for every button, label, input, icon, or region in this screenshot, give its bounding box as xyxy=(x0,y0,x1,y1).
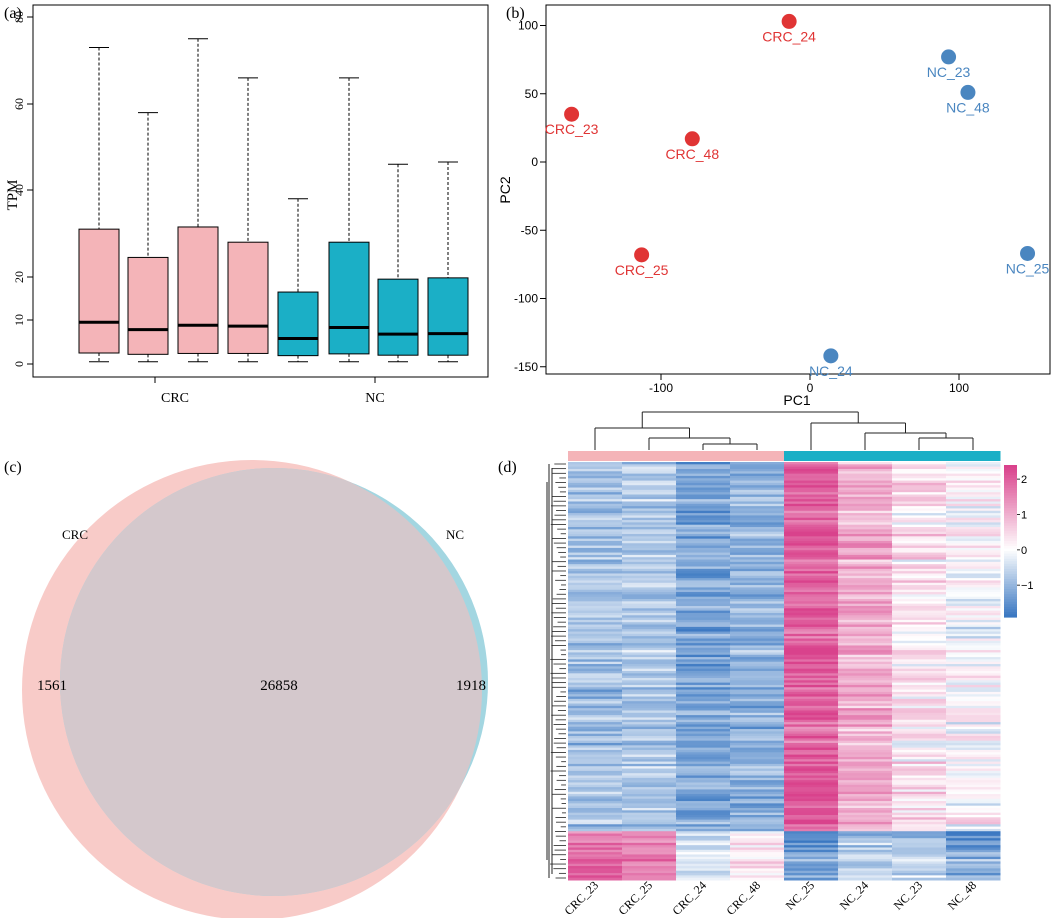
group-annotation-cell xyxy=(892,451,947,461)
pca-frame xyxy=(546,5,1050,374)
colorbar-tick-label: 2 xyxy=(1021,474,1027,486)
pca-point-label: NC_48 xyxy=(946,99,990,115)
column-dendrogram xyxy=(595,412,973,450)
panel-d-label: (d) xyxy=(498,459,517,476)
boxplot-y-tick-label: 40 xyxy=(12,184,26,196)
box-iqr xyxy=(428,278,468,355)
pca-point-label: CRC_48 xyxy=(665,146,719,162)
pca-points: CRC_24 CRC_23 CRC_48 CRC_25 NC_23 NC_48 NC_25 N… xyxy=(545,14,1050,379)
pca-point-label: NC_24 xyxy=(809,363,853,379)
venn-set-label-nc: NC xyxy=(446,527,464,542)
group-annotation-cell xyxy=(676,451,731,461)
group-label-nc: NC xyxy=(365,391,384,406)
box-iqr xyxy=(128,257,168,354)
pca-point xyxy=(960,85,975,100)
box-iqr xyxy=(178,227,218,353)
pca-point xyxy=(941,49,956,64)
pca-point xyxy=(564,107,579,122)
pca-x-tick-label: -100 xyxy=(649,381,673,395)
venn-set-label-crc: CRC xyxy=(62,527,88,542)
group-annotation-cell xyxy=(730,451,785,461)
heatmap-colorbar: 2 1 0 −1 xyxy=(1004,465,1034,618)
heatmap-cell xyxy=(784,878,839,881)
pca-axes: 100 50 0 -50 -100 -150 -100 0 100 xyxy=(514,19,969,396)
boxplot-panel: (a) TPM 01020406080 CRC NC xyxy=(4,5,488,406)
pca-y-tick-label: 0 xyxy=(531,155,538,169)
boxplot-x-axis: CRC NC xyxy=(155,377,385,406)
colorbar-tick-label: 0 xyxy=(1021,545,1027,557)
group-annotation-cell xyxy=(946,451,1001,461)
heatmap-cell xyxy=(622,878,677,881)
pca-point xyxy=(823,348,838,363)
box-iqr xyxy=(228,242,268,353)
pca-y-tick-label: 100 xyxy=(518,19,538,33)
boxplot-y-tick-label: 80 xyxy=(12,11,26,23)
boxplot-y-tick-label: 10 xyxy=(12,314,26,326)
heatmap-column-label: CRC_23 xyxy=(562,878,602,918)
pca-y-tick-label: -100 xyxy=(514,292,538,306)
pca-point xyxy=(685,131,700,146)
group-annotation-cell xyxy=(622,451,677,461)
group-annotation-cell xyxy=(568,451,623,461)
pca-point xyxy=(634,247,649,262)
boxplot-boxes xyxy=(79,39,468,362)
column-group-annotation xyxy=(568,451,1001,461)
pca-point-label: CRC_24 xyxy=(762,28,816,44)
pca-point xyxy=(1020,246,1035,261)
boxplot-y-tick-label: 60 xyxy=(12,98,26,110)
heatmap-column-label: NC_48 xyxy=(945,878,979,912)
pca-point xyxy=(782,14,797,29)
venn-panel: (c) CRC NC 1561 26858 1918 xyxy=(4,459,488,918)
boxplot-y-axis: 0 10 20 40 60 80 xyxy=(12,11,33,367)
colorbar-tick-label: −1 xyxy=(1021,580,1034,592)
group-annotation-cell xyxy=(784,451,839,461)
group-annotation-cell xyxy=(838,451,893,461)
heatmap-cells xyxy=(568,462,1001,881)
colorbar-segment xyxy=(1004,614,1017,617)
heatmap-column-label: CRC_25 xyxy=(616,878,656,918)
heatmap-column-label: NC_24 xyxy=(837,878,871,912)
group-label-crc: CRC xyxy=(161,391,189,406)
row-dendrogram xyxy=(547,464,566,878)
heatmap-panel: (d) CRC_23 CRC_25 CRC_24 CRC_48 NC_25 NC_24 NC… xyxy=(498,412,1034,918)
heatmap-column-label: NC_25 xyxy=(783,878,817,912)
boxplot-y-tick-label: 0 xyxy=(12,361,26,367)
pca-x-tick-label: 0 xyxy=(807,381,814,395)
pca-panel: (b) PC2 PC1 100500-50-100-150-100 0 100 CR… xyxy=(497,5,1050,408)
heatmap-cell xyxy=(838,878,893,881)
heatmap-column-labels: CRC_23 CRC_25 CRC_24 CRC_48 NC_25 NC_24 NC_23 N… xyxy=(562,878,980,918)
heatmap-cell xyxy=(730,878,785,881)
pca-y-label: PC2 xyxy=(497,176,513,203)
heatmap-cell xyxy=(676,878,731,881)
venn-count-crc-only: 1561 xyxy=(37,678,67,694)
pca-y-tick-label: -150 xyxy=(514,360,538,374)
pca-point-label: CRC_23 xyxy=(545,121,599,137)
boxplot-y-tick-label: 20 xyxy=(12,271,26,283)
heatmap-cell xyxy=(892,878,947,881)
heatmap-cell xyxy=(568,878,623,881)
venn-count-nc-only: 1918 xyxy=(456,678,486,694)
heatmap-column-label: CRC_48 xyxy=(724,878,764,918)
colorbar-tick-label: 1 xyxy=(1021,509,1027,521)
pca-point-label: NC_25 xyxy=(1006,260,1050,276)
box-iqr xyxy=(378,279,418,355)
heatmap-cell xyxy=(946,878,1001,881)
box-iqr xyxy=(329,242,369,354)
box-iqr xyxy=(79,229,119,353)
pca-y-tick-label: 50 xyxy=(525,87,539,101)
pca-point-label: CRC_25 xyxy=(615,262,669,278)
panel-c-label: (c) xyxy=(4,459,22,476)
pca-x-tick-label: 100 xyxy=(949,381,969,395)
pca-y-tick-label: -50 xyxy=(521,223,539,237)
box-iqr xyxy=(278,292,318,356)
heatmap-column-label: NC_23 xyxy=(891,878,925,912)
pca-point-label: NC_23 xyxy=(927,64,971,80)
venn-count-intersection: 26858 xyxy=(260,678,298,694)
figure: (a) TPM 01020406080 CRC NC (b) PC2 PC1 1… xyxy=(0,0,1052,918)
heatmap-column-label: CRC_24 xyxy=(670,878,710,918)
